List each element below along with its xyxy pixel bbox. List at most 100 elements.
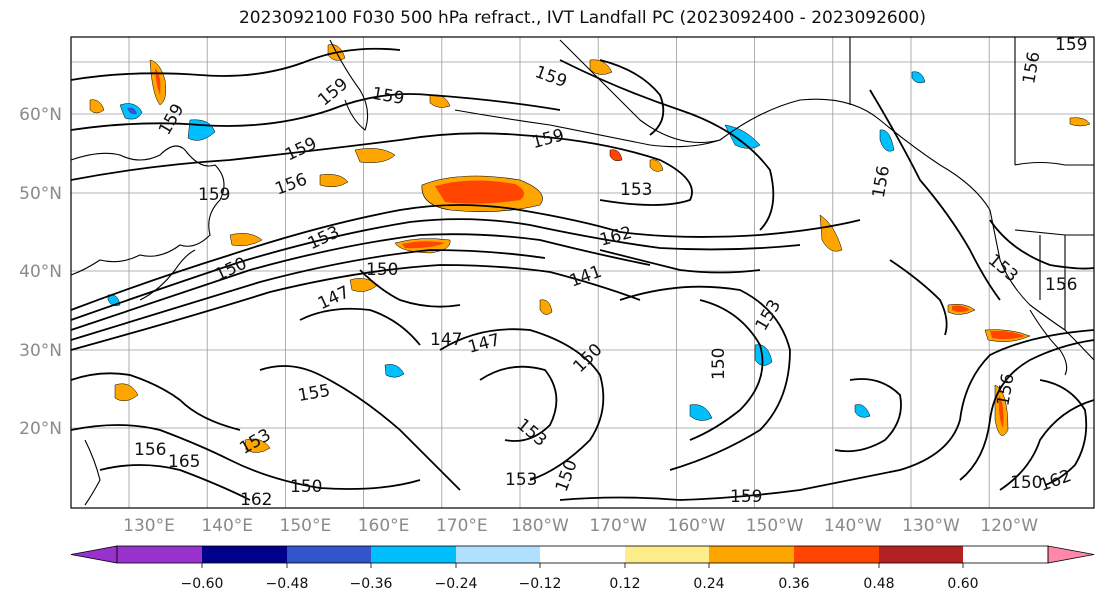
contour-line: [689, 299, 764, 441]
fill-patch: [539, 299, 553, 315]
colorbar-tick-label: −0.36: [350, 576, 393, 592]
contour-line: [70, 249, 546, 341]
fill-patch: [435, 180, 524, 204]
contour-label: 150: [709, 348, 729, 380]
coast-aleutians: [454, 109, 721, 148]
colorbar-tick-label: 0.60: [947, 576, 978, 592]
contour-line: [70, 233, 651, 331]
colorbar-tick-label: 0.48: [863, 576, 894, 592]
coast-northamerica: [989, 209, 1095, 361]
contour-label: 159: [1055, 35, 1087, 55]
contour-label: 153: [505, 470, 537, 490]
lon-label: 150°E: [280, 516, 332, 536]
contour-line: [869, 89, 1001, 301]
colorbar-tick-label: −0.24: [435, 576, 478, 592]
fill-patch: [114, 383, 139, 402]
colorbar-swatch: [625, 546, 709, 563]
contour-line: [439, 328, 605, 481]
fill-patch: [589, 59, 613, 75]
lon-label: 160°W: [668, 516, 726, 536]
fill-patch: [229, 233, 263, 247]
contour-line: [70, 424, 421, 490]
lat-label: 60°N: [19, 105, 62, 125]
fill-patch: [990, 330, 1025, 340]
contour-label: 147: [430, 330, 462, 350]
map-title: 2023092100 F030 500 hPa refract., IVT La…: [238, 8, 926, 28]
coast-philippines: [84, 439, 101, 506]
contour-line: [299, 307, 421, 346]
coast-japan: [139, 249, 196, 301]
map-panel: 159 159 159 159 159 159 156 156 153 153 …: [70, 35, 1095, 510]
lat-label: 30°N: [19, 341, 62, 361]
fill-patch: [649, 159, 664, 172]
colorbar-tick-label: 0.12: [609, 576, 640, 592]
fill-patch: [952, 305, 970, 312]
fill-patch: [819, 214, 843, 252]
colorbar-tick-label: 0.24: [693, 576, 724, 592]
latitude-axis: 60°N 50°N 40°N 30°N 20°N: [19, 105, 62, 439]
fill-patch: [609, 149, 623, 162]
coast-alaska: [559, 39, 991, 211]
coast-us-states: [1014, 229, 1094, 330]
lat-label: 50°N: [19, 184, 62, 204]
fill-patch: [998, 395, 1004, 428]
lon-label: 140°W: [824, 516, 882, 536]
contour-line: [479, 365, 558, 442]
fill-patch: [754, 344, 773, 366]
contour-line: [599, 59, 665, 136]
longitude-axis: 130°E 140°E 150°E 160°E 170°E 180°W 170°W 160°W…: [123, 516, 1038, 536]
fill-patch: [689, 404, 713, 421]
colorbar-swatch: [456, 546, 540, 563]
colorbar: −0.60 −0.48 −0.36 −0.24 −0.12 0.12 0.24 0.36 0.4…: [70, 545, 1095, 592]
contour-line: [70, 204, 861, 311]
contour-line: [559, 329, 1095, 501]
lon-label: 180°W: [511, 516, 569, 536]
coast-kamchatka: [329, 39, 369, 131]
fill-patch: [402, 241, 445, 249]
coast-asia: [70, 145, 225, 276]
colorbar-tick-label: −0.12: [519, 576, 562, 592]
contour-label: 150: [366, 260, 398, 280]
contour-line: [259, 365, 461, 491]
contour-line: [70, 264, 641, 351]
contour-line: [834, 378, 902, 453]
contour-label: 162: [240, 490, 272, 510]
fill-patch: [911, 71, 926, 84]
contour-label: 156: [1045, 275, 1077, 295]
colorbar-extend-high: [1047, 545, 1095, 564]
contour-label: 156: [134, 440, 166, 460]
coastlines: [70, 37, 1095, 506]
colorbar-swatch: [202, 546, 287, 563]
colorbar-swatch: [371, 546, 456, 563]
geopotential-contours: [70, 47, 1095, 501]
contour-line: [599, 249, 761, 274]
fill-patch: [354, 148, 396, 163]
lon-label: 160°E: [358, 516, 410, 536]
contour-label: 159: [198, 185, 230, 205]
fill-patch: [155, 68, 161, 95]
contour-label: 150: [1010, 473, 1042, 493]
fill-patch: [89, 99, 105, 114]
colorbar-extend-low: [70, 545, 118, 564]
colorbar-tick-label: −0.60: [181, 576, 224, 592]
lon-label: 170°E: [436, 516, 488, 536]
contour-line: [70, 47, 401, 81]
lon-label: 140°E: [201, 516, 253, 536]
contour-line: [999, 399, 1095, 491]
contour-line: [70, 132, 693, 206]
colorbar-swatch: [287, 546, 371, 563]
contour-line: [559, 59, 775, 231]
contour-line: [70, 372, 241, 431]
contour-line: [359, 269, 461, 308]
lon-label: 130°E: [123, 516, 175, 536]
colorbar-tick-label: −0.48: [266, 576, 309, 592]
contour-line: [989, 219, 1095, 270]
colorbar-tick-label: 0.36: [778, 576, 809, 592]
lon-label: 170°W: [589, 516, 647, 536]
contour-label: 159: [730, 487, 762, 507]
contour-label: 150: [290, 477, 322, 497]
contour-line: [619, 285, 791, 471]
lon-label: 120°W: [980, 516, 1038, 536]
contour-label: 153: [620, 180, 652, 200]
